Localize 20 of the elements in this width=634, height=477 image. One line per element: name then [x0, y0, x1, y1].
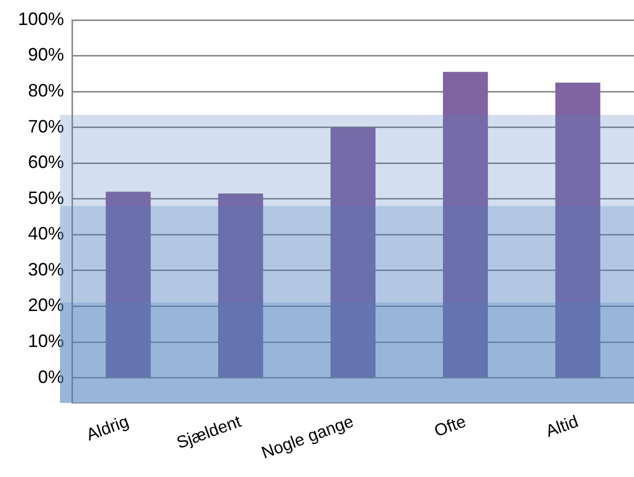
- bar: [330, 127, 376, 378]
- y-tick-label: 90%: [28, 44, 64, 65]
- y-tick-label: 40%: [28, 224, 64, 244]
- y-tick-label: 50%: [28, 188, 64, 208]
- x-tick-label: Nogle gange: [258, 412, 356, 463]
- y-tick-label: 0%: [38, 366, 64, 387]
- y-tick-label: 80%: [28, 80, 64, 101]
- x-tick-label: Aldrig: [84, 412, 132, 444]
- y-tick-label: 100%: [18, 8, 64, 29]
- bar: [106, 192, 151, 378]
- bar: [555, 82, 600, 378]
- y-tick-label: 70%: [28, 116, 64, 136]
- y-tick-label: 20%: [28, 295, 64, 316]
- x-tick-label: Altid: [543, 412, 581, 441]
- y-tick-label: 30%: [28, 259, 64, 280]
- y-tick-label: 10%: [28, 330, 64, 351]
- bar: [442, 72, 488, 378]
- y-tick-label: 60%: [28, 152, 64, 172]
- bar: [218, 194, 264, 378]
- x-tick-label: Ofte: [432, 412, 468, 441]
